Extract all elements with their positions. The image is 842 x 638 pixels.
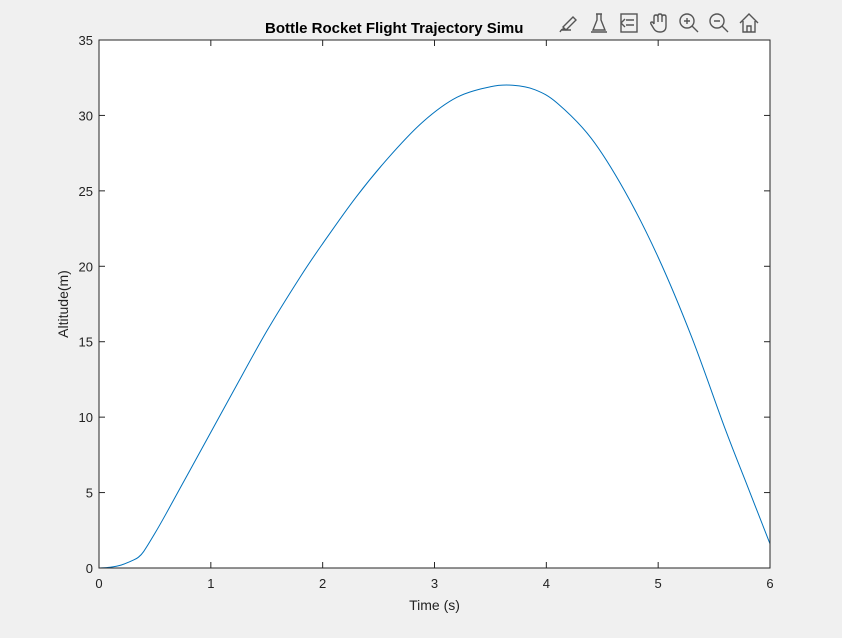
x-tick-label: 3 (431, 576, 438, 591)
y-tick-label: 35 (79, 33, 93, 48)
y-tick-label: 20 (79, 259, 93, 274)
pan-button[interactable] (645, 9, 673, 37)
axes-toolbar (555, 8, 763, 38)
home-icon (739, 13, 759, 33)
zoom-in-button[interactable] (675, 9, 703, 37)
home-button[interactable] (735, 9, 763, 37)
zoom-out-button[interactable] (705, 9, 733, 37)
x-tick-label: 4 (543, 576, 550, 591)
x-tick-label: 0 (95, 576, 102, 591)
x-tick-label: 5 (655, 576, 662, 591)
series-line (98, 84, 771, 569)
brush-icon (559, 16, 577, 33)
y-tick-label: 15 (79, 335, 93, 350)
x-tick-label: 2 (319, 576, 326, 591)
x-tick-label: 6 (766, 576, 773, 591)
axis-tick-labels: 0 1 2 3 4 5 6 0 5 10 15 20 25 30 35 (79, 33, 774, 591)
data-tips-icon (591, 13, 607, 33)
chart-title: Bottle Rocket Flight Trajectory Simu (265, 20, 523, 37)
pan-icon (649, 13, 667, 33)
legend-button[interactable] (615, 9, 643, 37)
zoom-in-icon (679, 13, 699, 33)
y-tick-label: 0 (86, 561, 93, 576)
y-tick-label: 10 (79, 410, 93, 425)
x-tick-label: 1 (207, 576, 214, 591)
plot-area[interactable] (99, 40, 770, 568)
x-axis-label: Time (s) (409, 597, 460, 613)
y-tick-label: 25 (79, 184, 93, 199)
legend-icon (620, 13, 638, 33)
data-tips-button[interactable] (585, 9, 613, 37)
y-tick-label: 5 (86, 486, 93, 501)
zoom-out-icon (709, 13, 729, 33)
brush-button[interactable] (555, 9, 583, 37)
y-tick-label: 30 (79, 108, 93, 123)
axes-box (98, 39, 771, 569)
y-axis-label: Altitude(m) (55, 270, 71, 338)
